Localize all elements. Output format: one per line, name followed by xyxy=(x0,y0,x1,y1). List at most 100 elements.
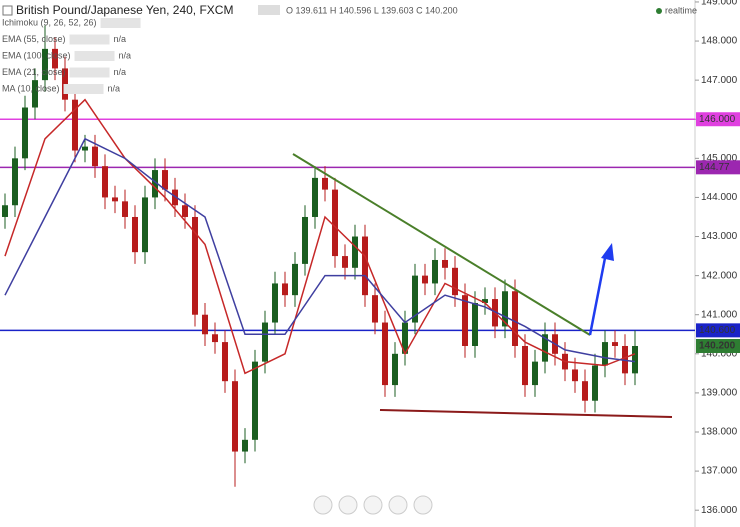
candle-body xyxy=(82,146,88,151)
candle-body xyxy=(462,295,468,346)
last-price-box xyxy=(696,338,740,353)
candle-body xyxy=(142,197,148,253)
candle-body xyxy=(452,267,458,296)
candle-body xyxy=(132,216,138,253)
candle-body xyxy=(612,342,618,346)
collapse-icon[interactable] xyxy=(2,5,13,16)
icons[interactable] xyxy=(258,5,280,15)
candle-body xyxy=(352,236,358,268)
last-price-label: 140.200 xyxy=(699,341,736,352)
y-tick-label: 143.000 xyxy=(701,231,738,242)
candle-body xyxy=(192,216,198,315)
arrow xyxy=(588,257,607,336)
candle-body xyxy=(32,80,38,108)
navigation xyxy=(313,495,433,515)
indicator-name: EMA (100, close) xyxy=(2,50,71,60)
candle-body xyxy=(422,275,428,284)
indicator-name: EMA (21, close) xyxy=(2,67,66,77)
level-label-box xyxy=(696,112,740,127)
y-tick-label: 147.000 xyxy=(701,75,738,86)
candle-body xyxy=(232,381,238,452)
candle-body xyxy=(202,314,208,335)
y-tick-label: 136.000 xyxy=(701,505,738,516)
candle-body xyxy=(512,291,518,346)
y-tick-label: 142.000 xyxy=(701,270,738,281)
candle-body xyxy=(302,216,308,264)
candle-body xyxy=(2,205,8,217)
moving-average xyxy=(4,98,636,375)
candle-body xyxy=(602,342,608,366)
candle-body xyxy=(382,322,388,386)
candle-body xyxy=(292,263,298,296)
indicator-name: EMA (55, close) xyxy=(2,34,66,44)
candle-body xyxy=(162,170,168,190)
nav-button[interactable] xyxy=(388,495,408,515)
candle-body xyxy=(42,48,48,81)
candle-body xyxy=(72,99,78,151)
candle-body xyxy=(112,197,118,202)
nav-button[interactable] xyxy=(363,495,383,515)
candle-body xyxy=(402,322,408,354)
candle-body xyxy=(482,299,488,303)
candle-body xyxy=(472,302,478,346)
candle-body xyxy=(152,170,158,198)
level-label: 146.000 xyxy=(699,114,736,125)
indicator-value: n/a xyxy=(108,83,121,93)
candle-body xyxy=(322,177,328,190)
candle-body xyxy=(582,381,588,401)
candle-body xyxy=(332,189,338,257)
indicator-controls xyxy=(100,18,141,28)
candle-body xyxy=(252,361,258,440)
level-label: 144.77 xyxy=(699,162,730,173)
candle-body xyxy=(372,295,378,323)
indicator-controls xyxy=(74,51,115,61)
candle-body xyxy=(532,361,538,386)
y-tick-label: 148.000 xyxy=(701,36,738,47)
candle-body xyxy=(262,322,268,362)
candle-body xyxy=(342,256,348,268)
y-tick-label: 138.000 xyxy=(701,427,738,438)
candle-body xyxy=(22,107,28,159)
status-dot xyxy=(656,8,662,14)
candle-body xyxy=(52,48,58,69)
candle-body xyxy=(182,205,188,217)
candle-body xyxy=(502,291,508,327)
candle-body xyxy=(572,369,578,382)
level-label: 140.600 xyxy=(699,325,736,336)
y-tick-label: 139.000 xyxy=(701,388,738,399)
level-label-box xyxy=(696,323,740,338)
candle-body xyxy=(412,275,418,323)
level-label-box xyxy=(696,160,740,175)
candle-body xyxy=(212,334,218,343)
y-tick-label: 145.000 xyxy=(701,153,738,164)
nav-button[interactable] xyxy=(338,495,358,515)
indicator-controls xyxy=(63,84,104,94)
candle-body xyxy=(632,345,638,374)
y-tick-label: 140.000 xyxy=(701,348,738,359)
indicator-name: MA (10, close) xyxy=(2,83,60,93)
candle-body xyxy=(92,146,98,167)
indicator-value: n/a xyxy=(114,34,127,44)
candle-body xyxy=(122,201,128,217)
y-tick-label: 149.000 xyxy=(701,0,738,8)
trendline xyxy=(292,153,591,336)
nav-button[interactable] xyxy=(313,495,333,515)
y-tick-label: 144.000 xyxy=(701,192,738,203)
candle-body xyxy=(102,166,108,198)
trendline xyxy=(379,409,673,418)
ohlc: O 139.611 H 140.596 L 139.603 C 140.200 xyxy=(286,5,458,15)
chart-title: British Pound/Japanese Yen, 240, FXCM xyxy=(16,3,233,17)
candle-body xyxy=(272,283,278,323)
nav-button[interactable] xyxy=(413,495,433,515)
indicator-controls xyxy=(69,34,110,45)
candle-body xyxy=(282,283,288,296)
candle-body xyxy=(222,342,228,382)
y-tick-label: 141.000 xyxy=(701,309,738,320)
candle-body xyxy=(312,177,318,217)
indicators: Ichimoku (9, 26, 52, 26) EMA (55, close) n… xyxy=(2,17,141,94)
candle-body xyxy=(522,345,528,386)
y-tick-label: 137.000 xyxy=(701,466,738,477)
candle-body xyxy=(592,365,598,401)
